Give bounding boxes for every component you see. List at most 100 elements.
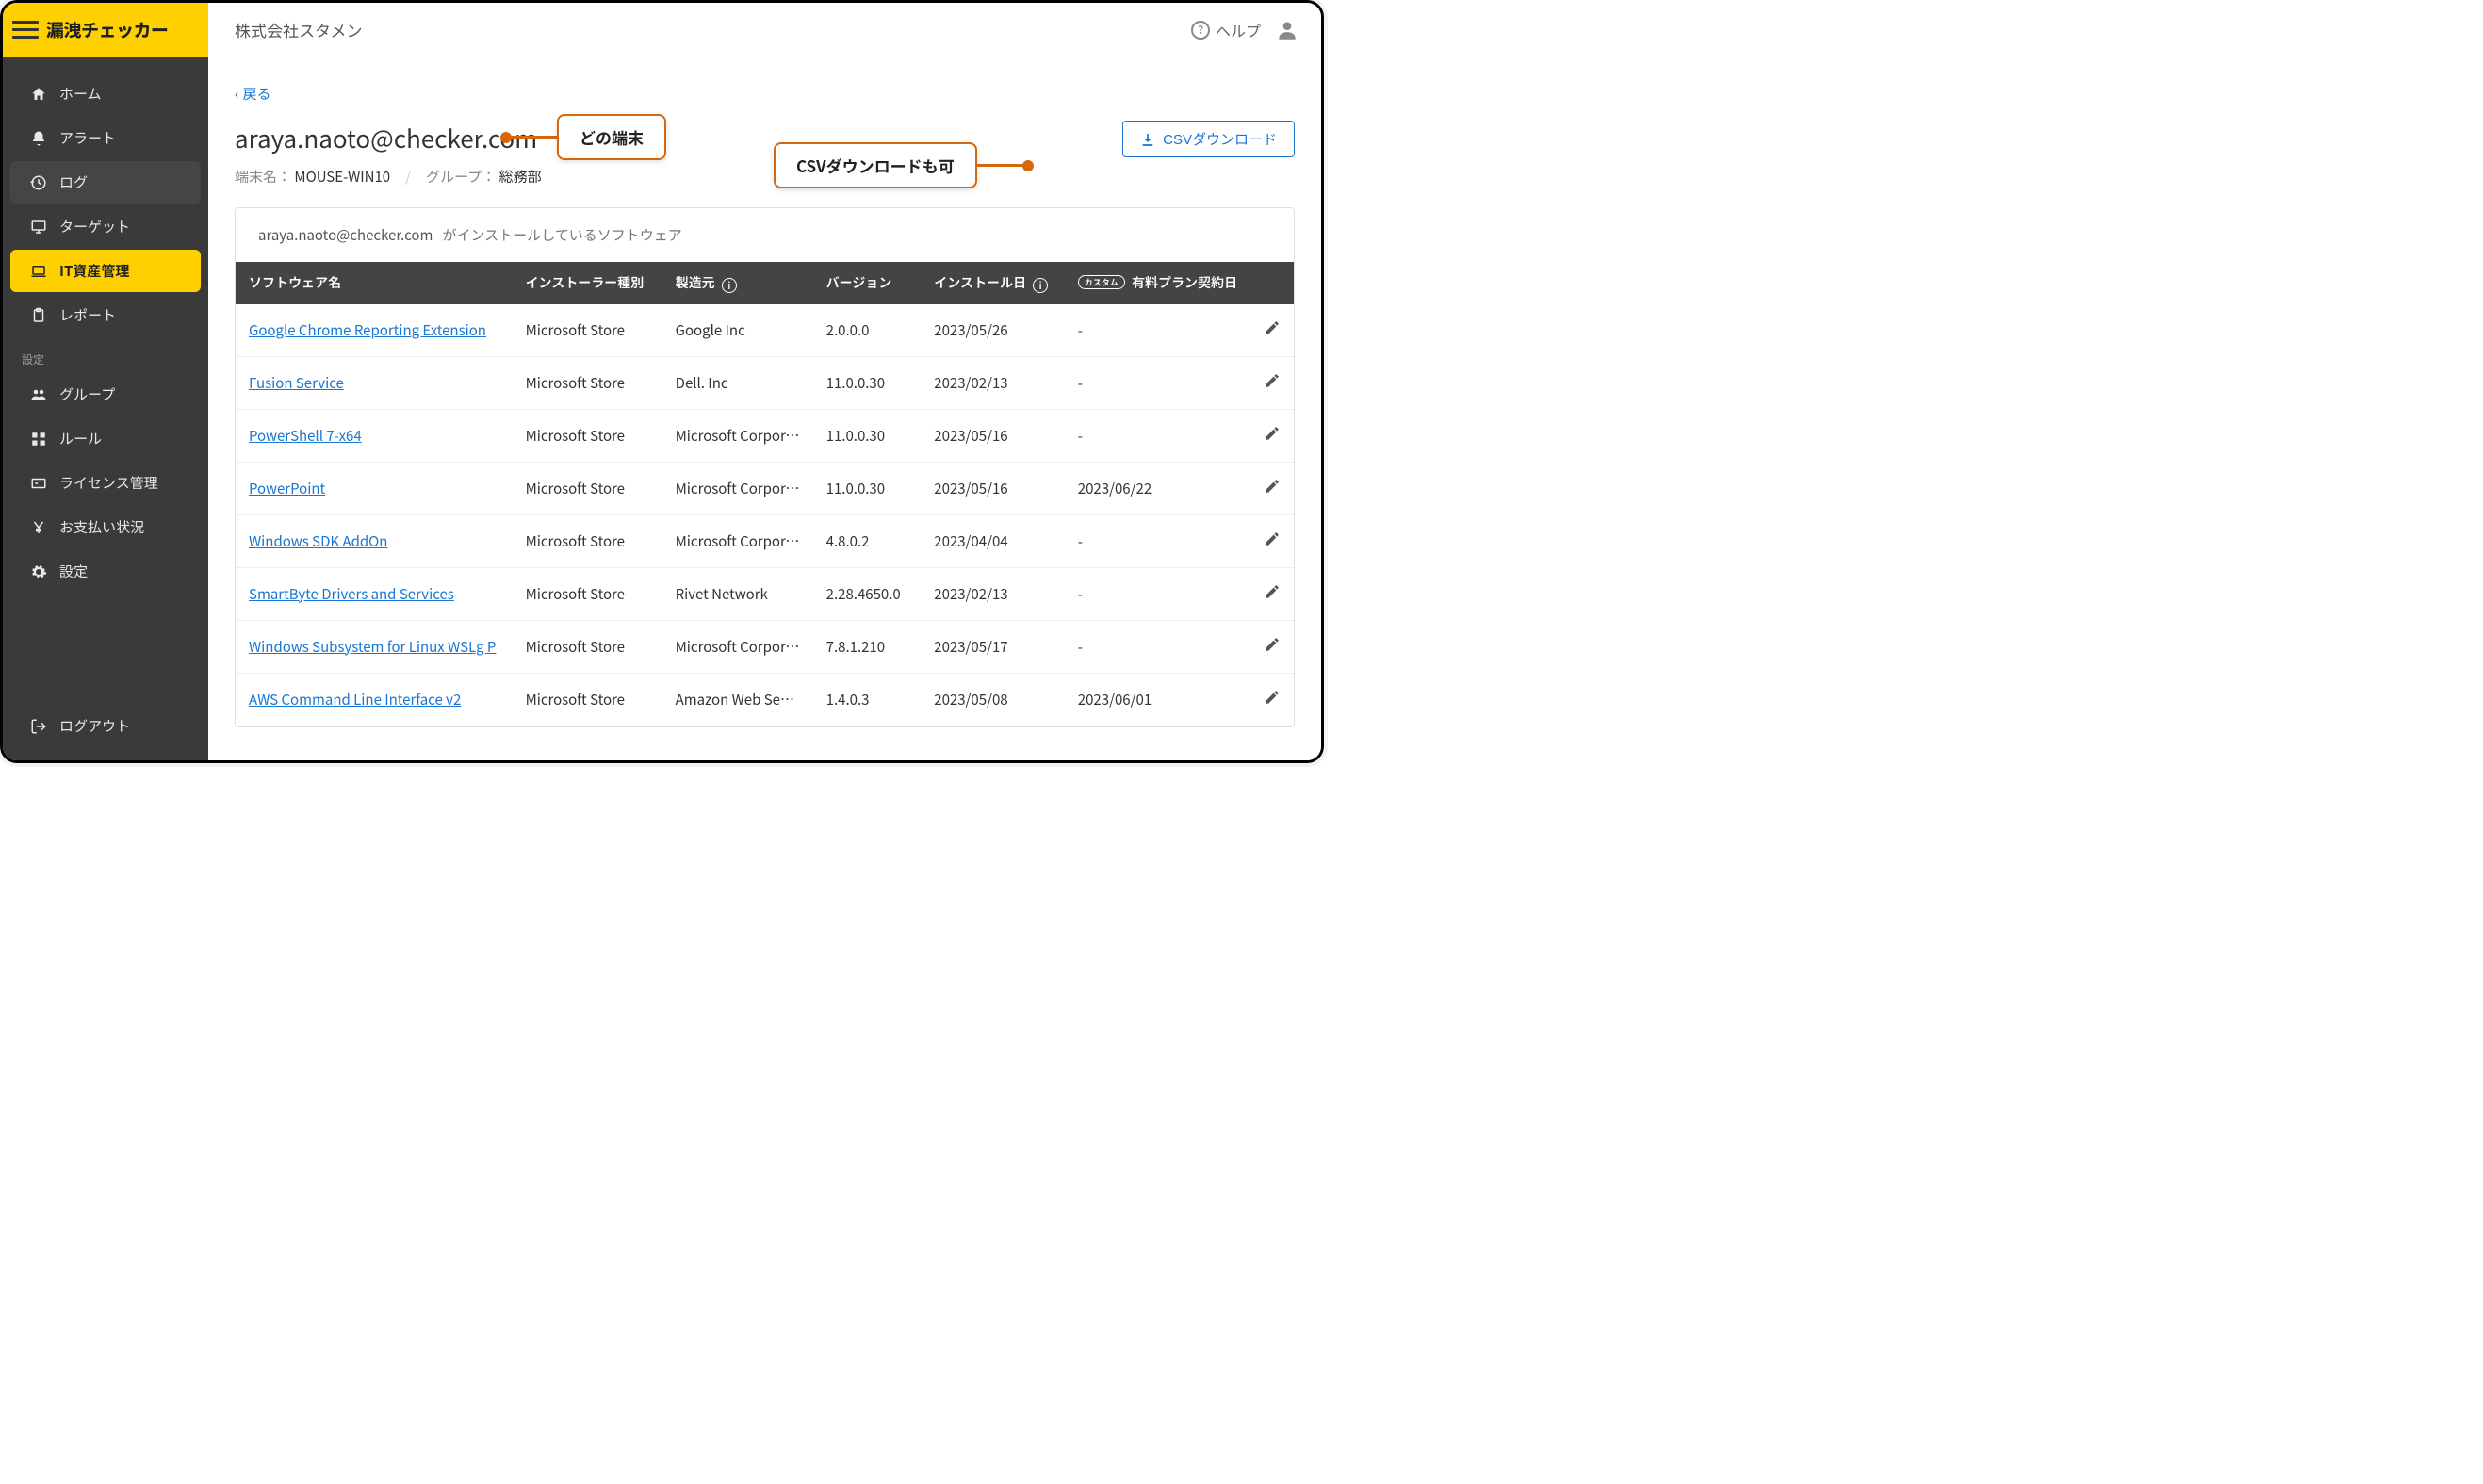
cell-manufacturer: Rivet Network [662,567,813,620]
col-plan-date-label: 有料プラン契約日 [1132,273,1237,292]
sidebar-item-label: ホーム [59,84,102,104]
col-edit [1250,262,1294,304]
sidebar-item-label: グループ [59,384,115,404]
meta-row: 端末名： MOUSE-WIN10 / グループ： 総務部 [235,167,542,187]
cell-plan-date: - [1065,356,1250,409]
col-plan-date[interactable]: カスタム 有料プラン契約日 [1065,262,1250,304]
logout-icon [29,717,48,736]
cell-install-date: 2023/05/08 [921,673,1065,726]
page-title-row: araya.naoto@checker.com 端末名： MOUSE-WIN10… [235,121,1295,207]
hamburger-menu-icon[interactable] [12,17,39,43]
org-name: 株式会社スタメン [208,18,1191,41]
edit-icon[interactable] [1264,321,1281,341]
info-icon[interactable]: i [722,278,737,293]
sidebar-item-label: アラート [59,128,116,148]
col-software-name[interactable]: ソフトウェア名 [236,262,513,304]
table-card: araya.naoto@checker.com がインストールしているソフトウェ… [235,207,1295,727]
sidebar-item-label: お支払い状況 [59,517,144,537]
software-link[interactable]: SmartByte Drivers and Services [249,584,454,604]
edit-icon[interactable] [1264,691,1281,710]
monitor-icon [29,218,48,236]
edit-icon[interactable] [1264,480,1281,499]
yen-icon [29,518,48,537]
edit-icon[interactable] [1264,374,1281,394]
home-icon [29,85,48,104]
edit-icon[interactable] [1264,532,1281,552]
cell-install-date: 2023/05/16 [921,409,1065,462]
sidebar-item-grid[interactable]: ルール [10,417,201,460]
sidebar-item-label: ターゲット [59,217,130,236]
cell-installer: Microsoft Store [513,462,662,514]
csv-download-button[interactable]: CSVダウンロード [1122,121,1295,157]
table-header-row: ソフトウェア名 インストーラー種別 製造元 i バージョン インストール日 i [236,262,1294,304]
back-link[interactable]: ‹ 戻る [235,84,271,104]
cell-install-date: 2023/02/13 [921,567,1065,620]
cell-install-date: 2023/04/04 [921,514,1065,567]
cell-installer: Microsoft Store [513,567,662,620]
brand-area: 漏洩チェッカー [3,3,208,57]
brand-title: 漏洩チェッカー [46,17,169,42]
cell-install-date: 2023/02/13 [921,356,1065,409]
sidebar-item-label: ライセンス管理 [59,473,158,493]
device-label: 端末名： [235,167,291,187]
table-title-user: araya.naoto@checker.com [258,225,433,245]
cell-plan-date: - [1065,514,1250,567]
device-value: MOUSE-WIN10 [294,167,390,187]
cell-manufacturer: Microsoft Corporatio [662,620,813,673]
sidebar-item-laptop[interactable]: IT資産管理 [10,250,201,292]
cell-install-date: 2023/05/16 [921,462,1065,514]
table-row: SmartByte Drivers and Services Microsoft … [236,567,1294,620]
col-manufacturer[interactable]: 製造元 i [662,262,813,304]
software-link[interactable]: Windows SDK AddOn [249,531,387,551]
table-row: Windows SDK AddOnMicrosoft StoreMicrosof… [236,514,1294,567]
cell-installer: Microsoft Store [513,409,662,462]
laptop-icon [29,262,48,281]
sidebar-item-label: ログ [59,172,88,192]
sidebar-item-gear[interactable]: 設定 [10,550,201,593]
sidebar-item-monitor[interactable]: ターゲット [10,205,201,248]
sidebar-item-bell[interactable]: アラート [10,117,201,159]
software-link[interactable]: Google Chrome Reporting Extension [249,320,486,340]
sidebar-item-logout[interactable]: ログアウト [10,705,201,747]
cell-manufacturer: Google Inc [662,304,813,357]
sidebar-item-group[interactable]: グループ [10,373,201,416]
edit-icon[interactable] [1264,427,1281,447]
cell-manufacturer: Dell. Inc [662,356,813,409]
sidebar-item-license[interactable]: ライセンス管理 [10,462,201,504]
cell-installer: Microsoft Store [513,304,662,357]
cell-version: 11.0.0.30 [813,356,922,409]
software-table: ソフトウェア名 インストーラー種別 製造元 i バージョン インストール日 i [236,262,1294,726]
cell-installer: Microsoft Store [513,356,662,409]
software-link[interactable]: Windows Subsystem for Linux WSLg P [249,637,496,657]
cell-manufacturer: Microsoft Corporatio [662,514,813,567]
header: 漏洩チェッカー 株式会社スタメン ? ヘルプ [3,3,1321,57]
sidebar-item-clipboard[interactable]: レポート [10,294,201,336]
col-installer-type[interactable]: インストーラー種別 [513,262,662,304]
software-link[interactable]: AWS Command Line Interface v2 [249,690,461,709]
user-avatar-icon[interactable] [1274,17,1300,43]
edit-icon[interactable] [1264,638,1281,658]
help-button[interactable]: ? ヘルプ [1191,19,1261,41]
software-link[interactable]: PowerShell 7-x64 [249,426,362,446]
main-content: ‹ 戻る araya.naoto@checker.com 端末名： MOUSE-… [208,57,1321,760]
cell-version: 1.4.0.3 [813,673,922,726]
history-icon [29,173,48,192]
col-manufacturer-label: 製造元 [676,273,715,292]
sidebar-item-history[interactable]: ログ [10,161,201,204]
cell-plan-date: 2023/06/22 [1065,462,1250,514]
group-value: 総務部 [499,167,542,187]
cell-installer: Microsoft Store [513,620,662,673]
edit-icon[interactable] [1264,585,1281,605]
software-link[interactable]: Fusion Service [249,373,344,393]
table-row: Windows Subsystem for Linux WSLg P Micros… [236,620,1294,673]
sidebar-item-home[interactable]: ホーム [10,73,201,115]
license-icon [29,474,48,493]
group-label: グループ： [426,167,496,187]
csv-button-label: CSVダウンロード [1163,129,1277,149]
col-version[interactable]: バージョン [813,262,922,304]
cell-installer: Microsoft Store [513,673,662,726]
sidebar-item-yen[interactable]: お支払い状況 [10,506,201,548]
software-link[interactable]: PowerPoint [249,479,325,498]
info-icon[interactable]: i [1033,278,1048,293]
col-install-date[interactable]: インストール日 i [921,262,1065,304]
